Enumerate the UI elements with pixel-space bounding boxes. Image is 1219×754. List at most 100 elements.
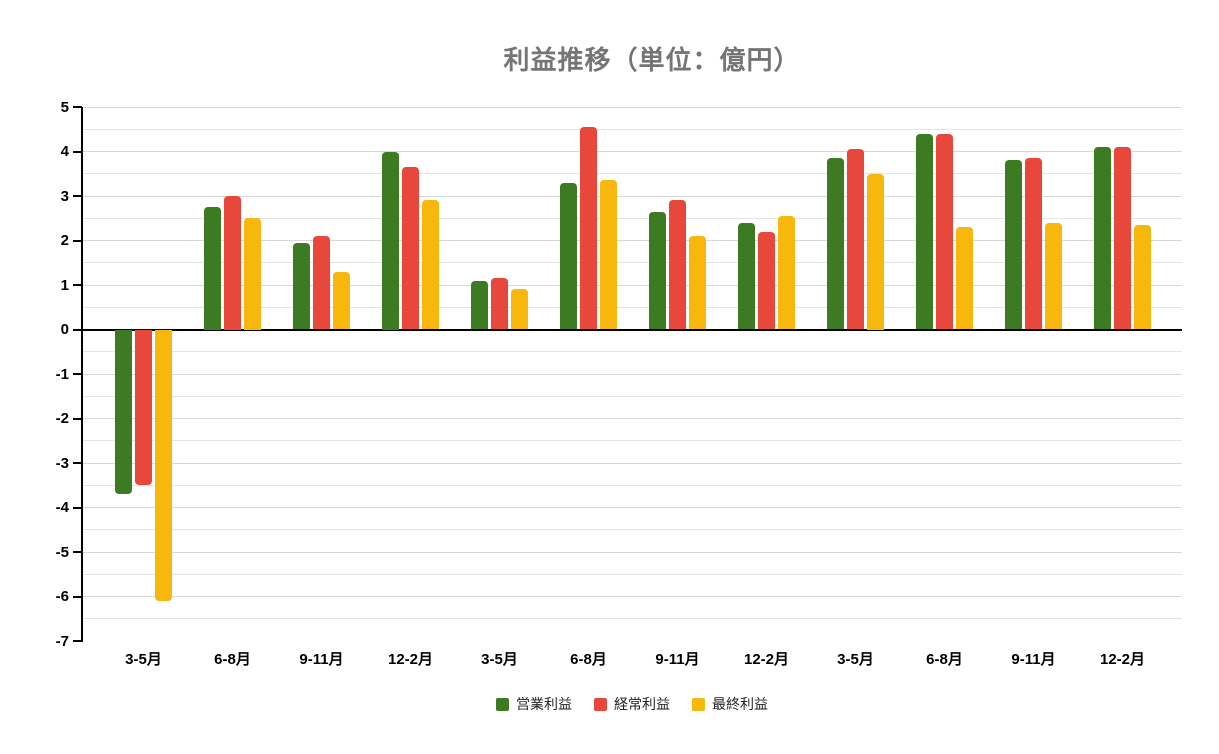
bar-経常利益 [669,200,686,330]
gridline [82,618,1182,620]
x-axis-label: 12-2月 [1099,651,1146,668]
gridline [82,128,1182,130]
legend-swatch-経常利益 [594,697,607,711]
bar-営業利益 [115,329,132,495]
y-axis-tick [73,462,82,464]
gridline [82,462,1182,464]
bar-経常利益 [224,196,241,330]
x-axis-label: 3-5月 [837,651,874,668]
y-axis-tick [73,595,82,598]
bar-営業利益 [204,207,221,330]
y-axis-tick [73,417,82,420]
gridline [82,529,1182,531]
bar-経常利益 [847,149,864,330]
y-axis-tick [73,195,82,197]
bar-営業利益 [1005,160,1022,330]
x-axis-label: 6-8月 [926,651,963,668]
y-axis-label: 3 [60,187,69,205]
gridline [82,551,1182,553]
y-axis-label: 5 [60,98,69,116]
bar-営業利益 [649,211,666,330]
y-axis-tick [73,150,82,153]
y-axis-tick [73,239,82,242]
bar-最終利益 [867,173,884,330]
x-axis-label: 6-8月 [214,651,251,668]
gridline [82,240,1182,241]
gridline [82,195,1182,197]
gridline [82,106,1182,108]
y-axis-tick [73,640,82,642]
gridline [82,151,1182,152]
bar-営業利益 [382,151,399,330]
y-axis-label: -7 [55,632,69,650]
y-axis-label: -4 [55,499,69,516]
gridline [82,440,1182,442]
zero-axis-line [82,328,1182,331]
gridline [82,395,1182,397]
gridline [82,507,1182,508]
bar-経常利益 [313,236,330,330]
chart-title: 利益推移（単位：億円） [503,45,801,75]
bar-最終利益 [956,227,973,330]
bar-最終利益 [1045,222,1062,330]
y-axis-label: 1 [60,276,69,294]
x-axis-label: 9-11月 [655,651,700,668]
bar-最終利益 [155,329,172,601]
y-axis-tick [73,373,82,375]
x-axis-label: 12-2月 [387,651,434,668]
x-axis-label: 3-5月 [481,651,518,668]
x-axis-label: 9-11月 [1011,651,1056,668]
bar-最終利益 [511,289,528,330]
bar-営業利益 [916,133,933,330]
x-axis-label: 3-5月 [125,651,162,668]
y-axis-tick [73,284,82,286]
x-axis-label: 9-11月 [299,651,344,668]
legend-label: 営業利益 [516,696,572,712]
y-axis-label: 0 [60,321,69,338]
bar-経常利益 [936,133,953,330]
gridline [82,573,1182,575]
bar-経常利益 [135,329,152,486]
bar-最終利益 [600,180,617,330]
bar-営業利益 [827,158,844,330]
gridline [82,484,1182,486]
bar-最終利益 [333,271,350,330]
gridline [82,284,1182,286]
y-axis-tick [73,506,82,509]
legend-label: 経常利益 [614,696,670,712]
y-axis-tick [73,106,82,108]
legend-label: 最終利益 [712,696,768,712]
y-axis-line [81,107,83,642]
bar-経常利益 [580,127,597,330]
bar-最終利益 [422,200,439,330]
y-axis-tick [73,551,82,553]
bar-経常利益 [491,278,508,330]
bar-最終利益 [689,236,706,330]
gridline [82,306,1182,308]
gridline [82,373,1182,375]
gridline [82,418,1182,419]
bar-経常利益 [402,167,419,330]
x-axis-label: 6-8月 [570,651,607,668]
legend-item: 営業利益 [496,694,572,714]
y-axis-tick [73,328,82,331]
y-axis-label: -1 [55,365,69,383]
bar-営業利益 [471,280,488,330]
bar-営業利益 [1094,147,1111,330]
y-axis-label: -5 [55,543,69,561]
bar-経常利益 [758,231,775,330]
gridline [82,173,1182,175]
legend-item: 最終利益 [692,694,768,714]
y-axis-label: 4 [60,143,69,160]
y-axis-label: -6 [55,588,69,605]
y-axis-label: 2 [60,232,69,249]
bar-経常利益 [1114,147,1131,330]
bar-営業利益 [293,242,310,330]
bar-最終利益 [244,218,261,330]
gridline [82,351,1182,353]
legend-swatch-最終利益 [692,697,705,711]
bar-営業利益 [738,222,755,330]
bar-経常利益 [1025,158,1042,330]
